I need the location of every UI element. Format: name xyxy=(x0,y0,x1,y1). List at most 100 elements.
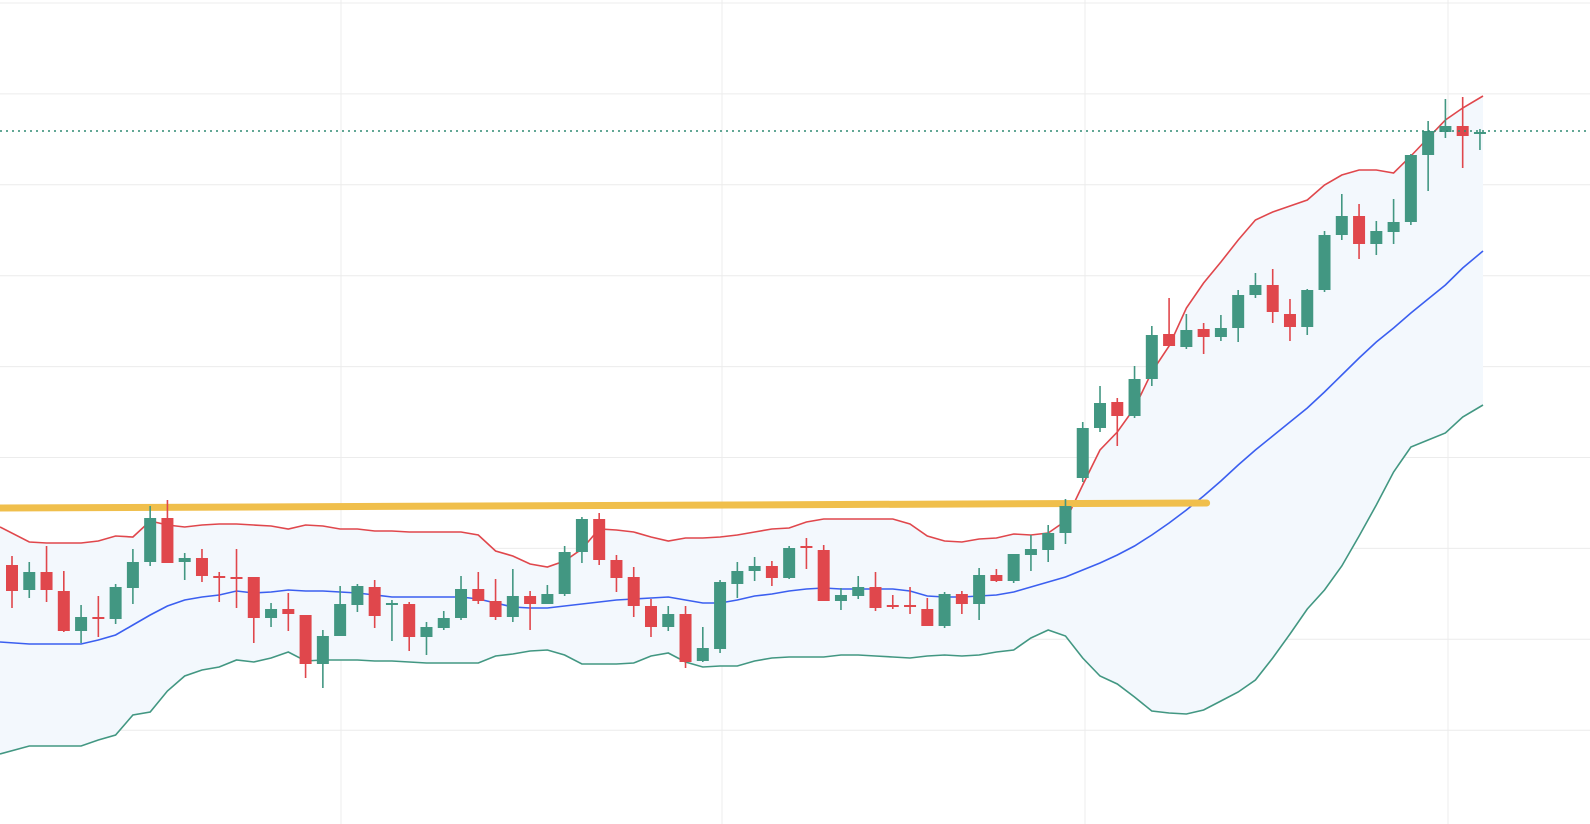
candle-body xyxy=(662,614,675,627)
candle-body xyxy=(1404,155,1417,222)
candle xyxy=(282,593,295,631)
candle-body xyxy=(1249,285,1262,295)
candle-body xyxy=(126,562,139,588)
candle-body xyxy=(230,577,243,579)
candle xyxy=(1335,194,1348,240)
candle-body xyxy=(1214,328,1227,337)
candle-body xyxy=(696,648,709,661)
candle xyxy=(869,572,882,611)
candle xyxy=(1024,535,1037,571)
bollinger-bands xyxy=(0,95,1484,755)
candle xyxy=(1266,269,1279,323)
candle-body xyxy=(1266,285,1279,312)
candle xyxy=(1422,121,1435,191)
candle-body xyxy=(1094,403,1107,428)
candle-body xyxy=(6,565,18,591)
candle xyxy=(161,500,174,563)
candle-body xyxy=(955,594,968,604)
candle-body xyxy=(489,601,502,617)
candle-body xyxy=(1042,533,1055,550)
candle-body xyxy=(904,605,917,607)
candle-body xyxy=(40,572,53,590)
candle-body xyxy=(161,518,174,563)
candle xyxy=(696,627,709,662)
candle xyxy=(714,580,727,653)
horizontal-level-line[interactable] xyxy=(0,499,1211,512)
candle-body xyxy=(886,605,899,607)
candle xyxy=(990,569,1003,582)
candle-body xyxy=(938,594,951,626)
candle xyxy=(679,606,692,668)
candle xyxy=(57,571,70,632)
candle-body xyxy=(748,566,761,571)
candle xyxy=(334,586,347,636)
candle-body xyxy=(610,560,623,578)
candle xyxy=(973,568,986,620)
candle-body xyxy=(834,595,847,601)
candle-body xyxy=(1422,131,1435,155)
candle-body xyxy=(921,609,934,626)
candle-body xyxy=(765,566,778,578)
candle xyxy=(1456,97,1469,168)
candle-body xyxy=(1007,554,1020,581)
candle-body xyxy=(1283,314,1296,327)
candle-body xyxy=(213,576,226,578)
candle-body xyxy=(1197,329,1210,337)
candle xyxy=(265,603,278,627)
candle xyxy=(351,584,364,612)
candle xyxy=(40,546,53,602)
candle xyxy=(1387,199,1400,244)
candle-body xyxy=(575,519,588,552)
candle-body xyxy=(75,617,88,631)
candle xyxy=(195,549,208,582)
candle-body xyxy=(195,558,208,576)
candle xyxy=(575,517,588,563)
candle-body xyxy=(178,558,191,562)
candle-body xyxy=(472,589,485,601)
candle xyxy=(1197,323,1210,354)
candle-body xyxy=(109,587,122,619)
candle-body xyxy=(385,603,398,605)
candle xyxy=(834,588,847,610)
candle xyxy=(403,602,416,651)
candle-body xyxy=(1059,506,1072,533)
candle xyxy=(385,600,398,641)
candle xyxy=(731,562,744,598)
candle-body xyxy=(282,609,295,614)
candle xyxy=(1180,314,1193,349)
candle-body xyxy=(679,614,692,662)
candle-body xyxy=(57,591,70,631)
candle-body xyxy=(1232,295,1245,328)
candle-body xyxy=(455,589,468,618)
candle xyxy=(1439,99,1452,138)
candle xyxy=(852,576,865,599)
candle-body xyxy=(1387,222,1400,232)
candle xyxy=(247,577,260,643)
candle-body xyxy=(316,636,329,664)
candle-body xyxy=(144,518,157,562)
candle xyxy=(817,545,830,601)
candle xyxy=(178,553,191,580)
candle xyxy=(126,549,139,604)
candle xyxy=(472,572,485,604)
candle-body xyxy=(1370,231,1383,244)
candle-body xyxy=(420,627,433,637)
candle xyxy=(109,584,122,624)
candle-body xyxy=(783,548,796,578)
candle-body xyxy=(1145,335,1158,379)
candle xyxy=(1232,290,1245,342)
candle xyxy=(506,569,519,622)
candle xyxy=(593,513,606,565)
candle-body xyxy=(990,575,1003,581)
candle xyxy=(1283,299,1296,341)
candle-body xyxy=(714,582,727,649)
candle-body xyxy=(558,552,571,594)
candle xyxy=(299,615,312,678)
candle-body xyxy=(1128,379,1141,416)
candle-body xyxy=(1301,290,1314,327)
candle xyxy=(1128,366,1141,418)
candle-body xyxy=(627,577,640,606)
candle xyxy=(1370,221,1383,255)
candle xyxy=(1076,422,1089,482)
